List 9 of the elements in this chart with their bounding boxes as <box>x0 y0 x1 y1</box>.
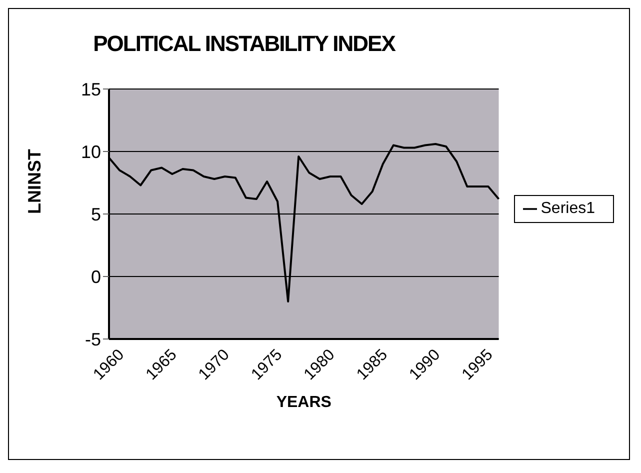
y-tick-label: 15 <box>80 79 101 100</box>
y-tick-label: 5 <box>90 204 101 224</box>
legend-label: Series1 <box>540 200 595 217</box>
y-tick-label: -5 <box>84 329 101 350</box>
y-axis-title: LNINST <box>24 149 44 214</box>
y-tick-label: 0 <box>90 266 101 287</box>
chart-title: POLITICAL INSTABILITY INDEX <box>92 31 396 57</box>
x-axis-title: YEARS <box>276 394 332 411</box>
y-tick-label: 10 <box>80 142 101 162</box>
